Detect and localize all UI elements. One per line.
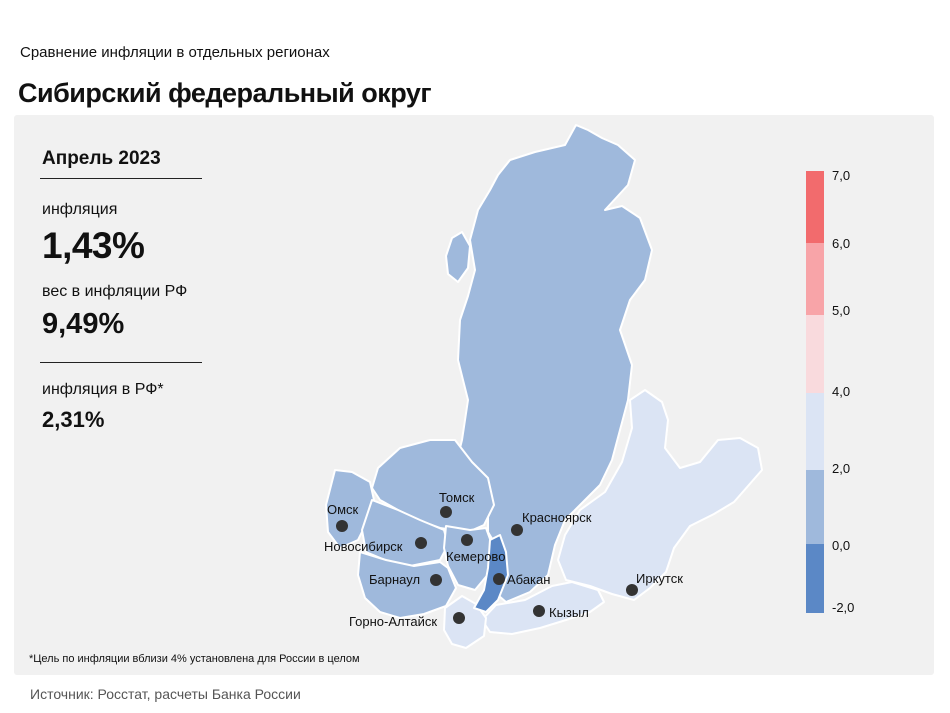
region-altai-krai: [357, 551, 457, 619]
city-label-abakan: Абакан: [507, 572, 550, 587]
legend-bin-neg: [806, 544, 824, 613]
legend-bin-6-7: [806, 171, 824, 243]
city-marker-tomsk: [440, 506, 452, 518]
city-marker-kemerovo: [461, 534, 473, 546]
region-irkutsk: [557, 389, 763, 601]
legend-ticks: 7,0 6,0 5,0 4,0 2,0 0,0 -2,0: [832, 168, 854, 615]
legend-tick: -2,0: [832, 600, 854, 615]
footnote: *Цель по инфляции вблизи 4% установлена …: [29, 653, 360, 665]
city-label-tomsk: Томск: [439, 490, 475, 505]
legend-bin-5-6: [806, 243, 824, 315]
city-marker-abakan: [493, 573, 505, 585]
city-marker-gorno-altaisk: [453, 612, 465, 624]
city-label-omsk: Омск: [327, 502, 359, 517]
legend-tick: 2,0: [832, 461, 850, 476]
inflation-value: 1,43%: [42, 225, 145, 266]
legend-tick: 6,0: [832, 236, 850, 251]
legend-bin-0-2: [806, 470, 824, 544]
legend-tick: 5,0: [832, 303, 850, 318]
city-marker-omsk: [336, 520, 348, 532]
city-marker-novosibirsk: [415, 537, 427, 549]
legend-tick: 0,0: [832, 538, 850, 553]
city-marker-krasnoyarsk: [511, 524, 523, 536]
city-label-krasnoyarsk: Красноярск: [522, 510, 592, 525]
legend-tick: 7,0: [832, 168, 850, 183]
city-label-irkutsk: Иркутск: [636, 571, 683, 586]
legend-bin-2-4: [806, 393, 824, 470]
city-marker-irkutsk: [626, 584, 638, 596]
region-yamal-inlet: [445, 231, 471, 283]
region-krasnoyarsk: [454, 124, 653, 603]
rf-inflation-value: 2,31%: [42, 407, 105, 432]
chart-title: Сибирский федеральный округ: [18, 78, 432, 108]
city-label-barnaul: Барнаул: [369, 572, 420, 587]
city-label-novosibirsk: Новосибирск: [324, 539, 403, 554]
weight-label: вес в инфляции РФ: [42, 283, 188, 300]
legend-tick: 4,0: [832, 384, 850, 399]
city-label-gorno-altaisk: Горно-Алтайск: [349, 614, 437, 629]
chart-subtitle: Сравнение инфляции в отдельных регионах: [20, 44, 330, 61]
source-note: Источник: Росстат, расчеты Банка России: [30, 686, 301, 702]
region-khakassia: [473, 534, 509, 613]
city-marker-barnaul: [430, 574, 442, 586]
city-label-kemerovo: Кемерово: [446, 549, 505, 564]
region-tomsk: [371, 439, 495, 533]
city-marker-kyzyl: [533, 605, 545, 617]
legend-bin-4-5: [806, 315, 824, 393]
divider-top: [40, 178, 202, 179]
region-novosibirsk: [361, 499, 449, 567]
rf-inflation-label: инфляция в РФ*: [42, 381, 164, 398]
divider-bottom: [40, 362, 202, 363]
region-kemerovo: [443, 525, 495, 591]
weight-value: 9,49%: [42, 308, 125, 340]
inflation-label: инфляция: [42, 201, 118, 218]
period-label: Апрель 2023: [42, 148, 161, 169]
city-label-kyzyl: Кызыл: [549, 605, 589, 620]
